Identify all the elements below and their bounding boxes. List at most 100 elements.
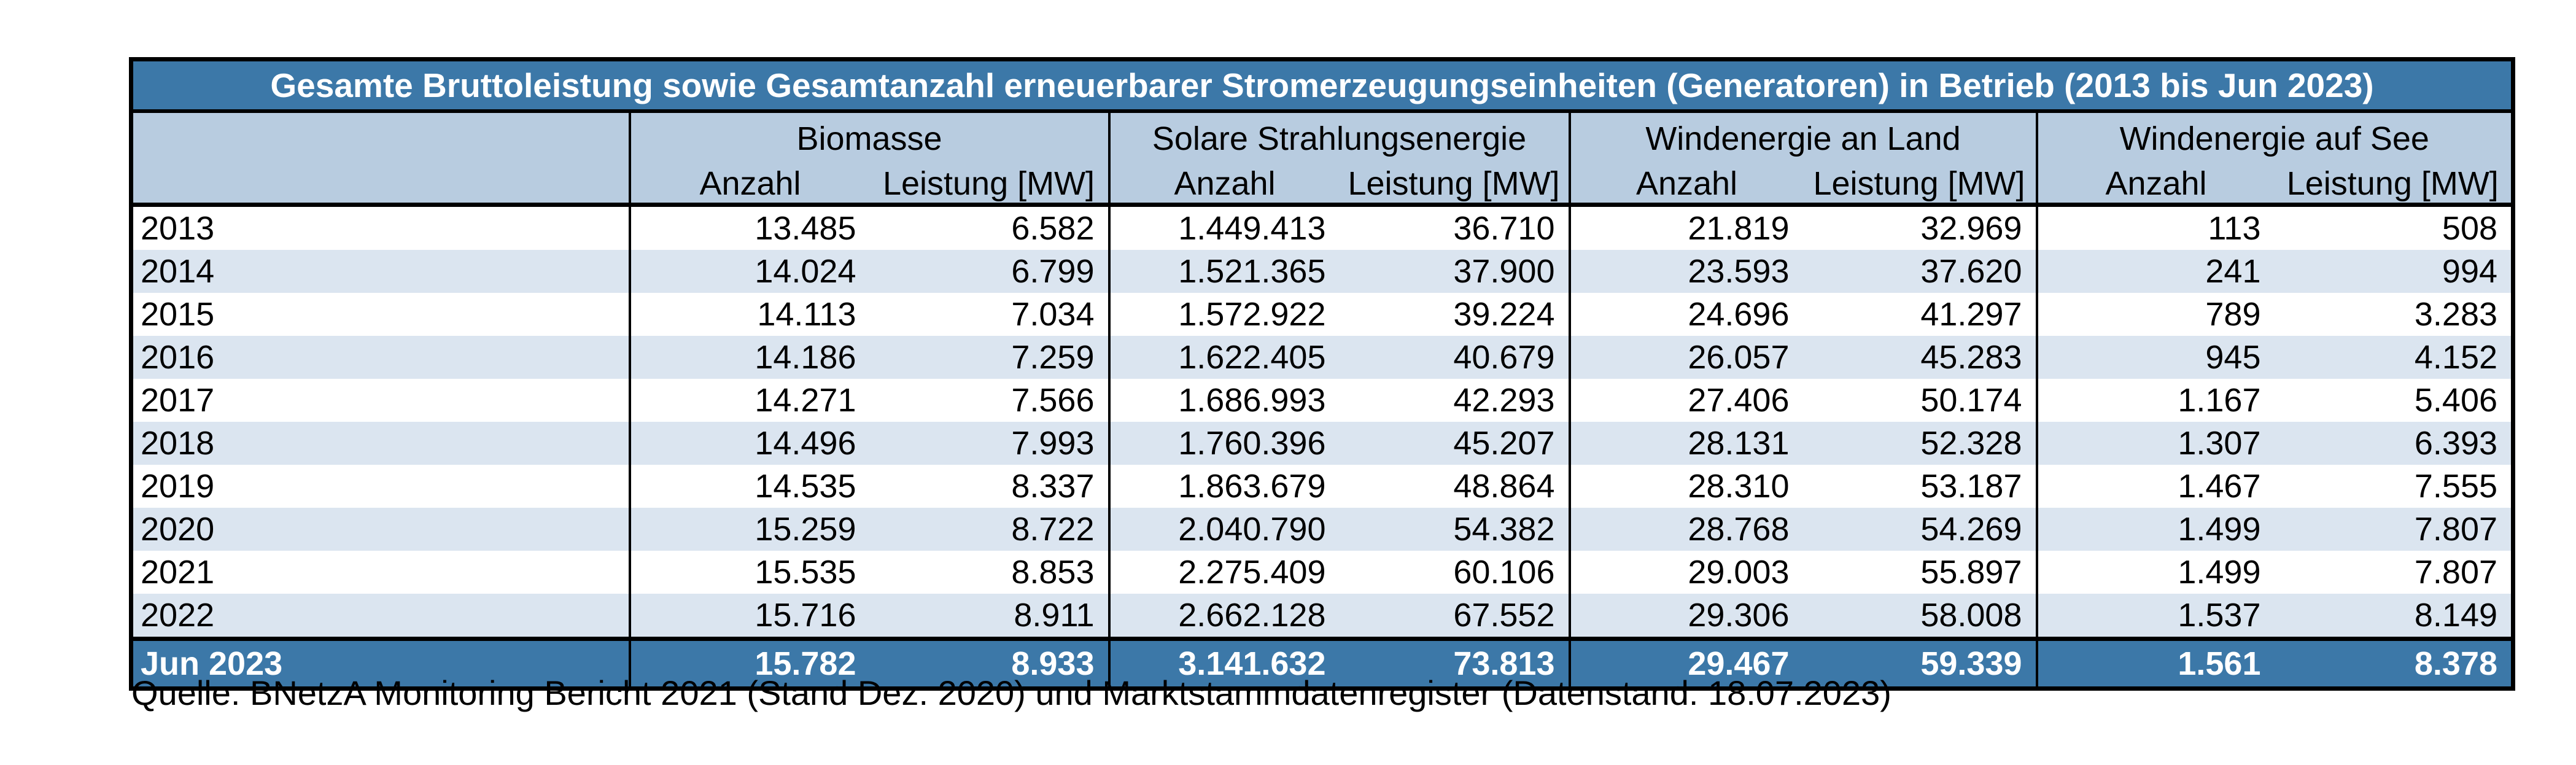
data-cell: 54.269 — [1802, 508, 2037, 551]
data-cell: 15.259 — [628, 508, 870, 551]
data-cell: 14.496 — [628, 422, 870, 465]
data-cell: 8.853 — [869, 551, 1109, 594]
header-wind-onshore-anzahl: Anzahl — [1568, 165, 1803, 207]
year-cell: 2013 — [131, 204, 631, 250]
data-cell: 28.310 — [1568, 465, 1803, 508]
data-cell: 1.307 — [2035, 422, 2275, 465]
data-cell: 6.582 — [869, 204, 1109, 250]
data-cell: 14.535 — [628, 465, 870, 508]
data-cell: 1.561 — [2035, 637, 2275, 689]
year-cell: 2017 — [131, 379, 631, 422]
data-cell: 1.537 — [2035, 594, 2275, 639]
total-row-label: Jun 2023 — [131, 637, 631, 689]
year-cell: 2015 — [131, 293, 631, 336]
data-cell: 1.521.365 — [1108, 250, 1340, 293]
data-cell: 45.283 — [1802, 336, 2037, 379]
data-cell: 29.467 — [1568, 637, 1803, 689]
data-cell: 241 — [2035, 250, 2275, 293]
data-cell: 28.768 — [1568, 508, 1803, 551]
year-cell: 2022 — [131, 594, 631, 639]
data-cell: 3.283 — [2274, 293, 2513, 336]
header-wind-offshore-leistung: Leistung [MW] — [2274, 165, 2513, 207]
data-cell: 48.864 — [1339, 465, 1570, 508]
data-cell: 50.174 — [1802, 379, 2037, 422]
data-cell: 45.207 — [1339, 422, 1570, 465]
column-group-biomasse: Biomasse — [628, 111, 1109, 165]
data-cell: 60.106 — [1339, 551, 1570, 594]
data-cell: 1.449.413 — [1108, 204, 1340, 250]
data-cell: 113 — [2035, 204, 2275, 250]
data-cell: 23.593 — [1568, 250, 1803, 293]
year-cell: 2014 — [131, 250, 631, 293]
data-cell: 14.271 — [628, 379, 870, 422]
data-cell: 15.716 — [628, 594, 870, 639]
data-cell: 58.008 — [1802, 594, 2037, 639]
data-cell: 37.620 — [1802, 250, 2037, 293]
data-cell: 5.406 — [2274, 379, 2513, 422]
data-cell: 8.337 — [869, 465, 1109, 508]
data-cell: 13.485 — [628, 204, 870, 250]
column-group-header-row: Biomasse Solare Strahlungsenergie Winden… — [131, 111, 2513, 207]
data-cell: 54.382 — [1339, 508, 1570, 551]
data-cell: 8.149 — [2274, 594, 2513, 639]
data-cell: 41.297 — [1802, 293, 2037, 336]
data-cell: 52.328 — [1802, 422, 2037, 465]
data-cell: 7.807 — [2274, 508, 2513, 551]
data-cell: 7.034 — [869, 293, 1109, 336]
header-wind-offshore-anzahl: Anzahl — [2035, 165, 2275, 207]
header-solar-anzahl: Anzahl — [1108, 165, 1340, 207]
data-cell: 7.555 — [2274, 465, 2513, 508]
data-cell: 945 — [2035, 336, 2275, 379]
data-cell: 40.679 — [1339, 336, 1570, 379]
table-row: 2019 14.535 8.337 1.863.679 48.864 28.310 53.1… — [131, 465, 2513, 508]
data-cell: 7.259 — [869, 336, 1109, 379]
data-cell: 1.499 — [2035, 508, 2275, 551]
header-biomasse-anzahl: Anzahl — [628, 165, 870, 207]
data-cell: 67.552 — [1339, 594, 1570, 639]
table-row: 2017 14.271 7.566 1.686.993 42.293 27.406 50.1… — [131, 379, 2513, 422]
data-cell: 1.572.922 — [1108, 293, 1340, 336]
data-cell: 1.467 — [2035, 465, 2275, 508]
data-cell: 7.993 — [869, 422, 1109, 465]
data-cell: 3.141.632 — [1108, 637, 1340, 689]
data-cell: 508 — [2274, 204, 2513, 250]
header-biomasse-leistung: Leistung [MW] — [869, 165, 1109, 207]
data-cell: 1.863.679 — [1108, 465, 1340, 508]
data-cell: 6.799 — [869, 250, 1109, 293]
year-cell: 2019 — [131, 465, 631, 508]
title-row: Gesamte Bruttoleistung sowie Gesamtanzah… — [131, 59, 2513, 113]
data-cell: 14.186 — [628, 336, 870, 379]
data-cell: 2.040.790 — [1108, 508, 1340, 551]
data-cell: 59.339 — [1802, 637, 2037, 689]
data-cell: 36.710 — [1339, 204, 1570, 250]
data-cell: 2.275.409 — [1108, 551, 1340, 594]
data-cell: 14.024 — [628, 250, 870, 293]
table-row: 2015 14.113 7.034 1.572.922 39.224 24.696 41.2… — [131, 293, 2513, 336]
table-title: Gesamte Bruttoleistung sowie Gesamtanzah… — [131, 59, 2513, 113]
data-cell: 1.760.396 — [1108, 422, 1340, 465]
data-cell: 21.819 — [1568, 204, 1803, 250]
data-cell: 8.911 — [869, 594, 1109, 639]
data-cell: 7.807 — [2274, 551, 2513, 594]
data-cell: 29.306 — [1568, 594, 1803, 639]
data-cell: 1.499 — [2035, 551, 2275, 594]
data-cell: 7.566 — [869, 379, 1109, 422]
corner-cell — [131, 111, 631, 207]
data-cell: 39.224 — [1339, 293, 1570, 336]
table-row: 2022 15.716 8.911 2.662.128 67.552 29.306 58.0… — [131, 594, 2513, 639]
renewables-table: Gesamte Bruttoleistung sowie Gesamtanzah… — [129, 57, 2516, 691]
year-cell: 2016 — [131, 336, 631, 379]
year-cell: 2018 — [131, 422, 631, 465]
data-cell: 6.393 — [2274, 422, 2513, 465]
data-cell: 789 — [2035, 293, 2275, 336]
source-note: Quelle: BNetzA Monitoring Bericht 2021 (… — [131, 674, 1891, 712]
data-cell: 15.782 — [628, 637, 870, 689]
table-row: 2018 14.496 7.993 1.760.396 45.207 28.131 52.3… — [131, 422, 2513, 465]
data-cell: 53.187 — [1802, 465, 2037, 508]
table-row: 2014 14.024 6.799 1.521.365 37.900 23.593 37.6… — [131, 250, 2513, 293]
year-cell: 2020 — [131, 508, 631, 551]
data-cell: 1.167 — [2035, 379, 2275, 422]
column-group-solar: Solare Strahlungsenergie — [1108, 111, 1570, 165]
data-cell: 8.933 — [869, 637, 1109, 689]
